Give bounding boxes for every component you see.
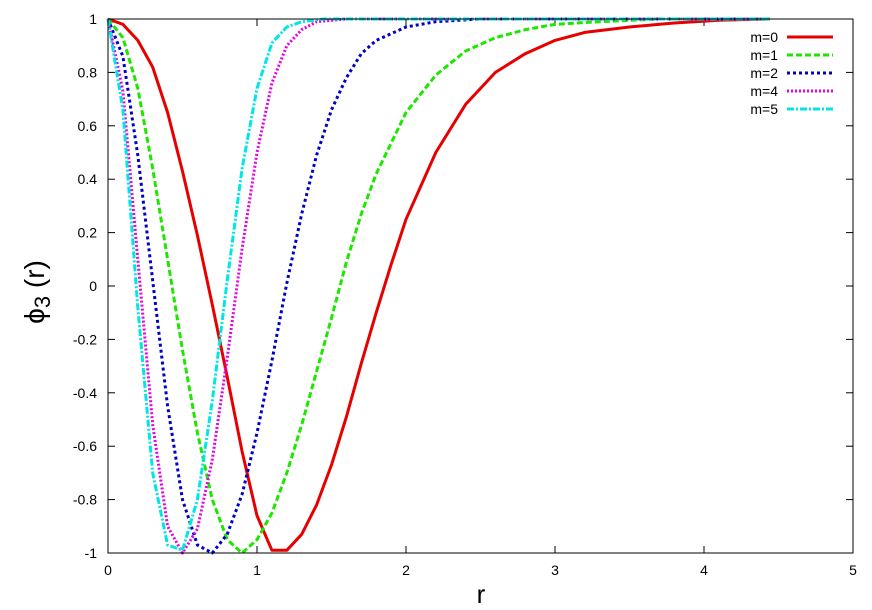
y-tick-label: -0.2 (73, 331, 97, 347)
x-axis-title: r (477, 579, 486, 609)
x-tick-label: 1 (253, 562, 261, 578)
plot-frame (107, 18, 854, 554)
series-line-m2 (106, 17, 770, 555)
legend-label: m=1 (750, 47, 778, 63)
legend: m=0 m=1 m=2 m=4 m=5 (750, 29, 833, 117)
x-tick-label: 4 (700, 562, 708, 578)
x-tick-label: 0 (104, 562, 112, 578)
legend-label: m=5 (750, 101, 778, 117)
legend-label: m=4 (750, 83, 778, 99)
y-axis-title-subscript: 3 (30, 296, 55, 308)
legend-label: m=2 (750, 65, 778, 81)
y-tick-label: 0.2 (78, 225, 98, 241)
y-tick-label: -0.4 (73, 385, 97, 401)
y-tick-label: 0.6 (78, 118, 98, 134)
x-tick-label: 2 (402, 562, 410, 578)
y-tick-label: 1 (89, 11, 97, 27)
series-line-m5 (106, 17, 770, 552)
y-tick-label: 0 (89, 278, 97, 294)
y-axis-title: ϕ3 (r) (19, 260, 55, 324)
y-tick-label: 0.4 (78, 171, 98, 187)
y-tick-label: -0.8 (73, 492, 97, 508)
y-tick-label: -0.6 (73, 438, 97, 454)
y-axis-title-rest: (r) (19, 260, 50, 296)
y-tick-label: 0.8 (78, 64, 98, 80)
x-tick-label: 5 (849, 562, 857, 578)
series-line-m4 (106, 17, 770, 555)
series-line-m0 (107, 17, 770, 552)
x-axis-ticks: 0 1 2 3 4 5 (104, 19, 857, 578)
series-lines (106, 17, 770, 555)
legend-label: m=0 (750, 29, 778, 45)
y-axis-title-symbol: ϕ (19, 308, 50, 324)
x-tick-label: 3 (551, 562, 559, 578)
series-line-m1 (106, 17, 770, 555)
y-tick-label: -1 (85, 545, 98, 561)
y-axis-ticks: 1 0.8 0.6 0.4 0.2 0 -0.2 -0.4 -0.6 -0.8 -1 (73, 11, 853, 561)
